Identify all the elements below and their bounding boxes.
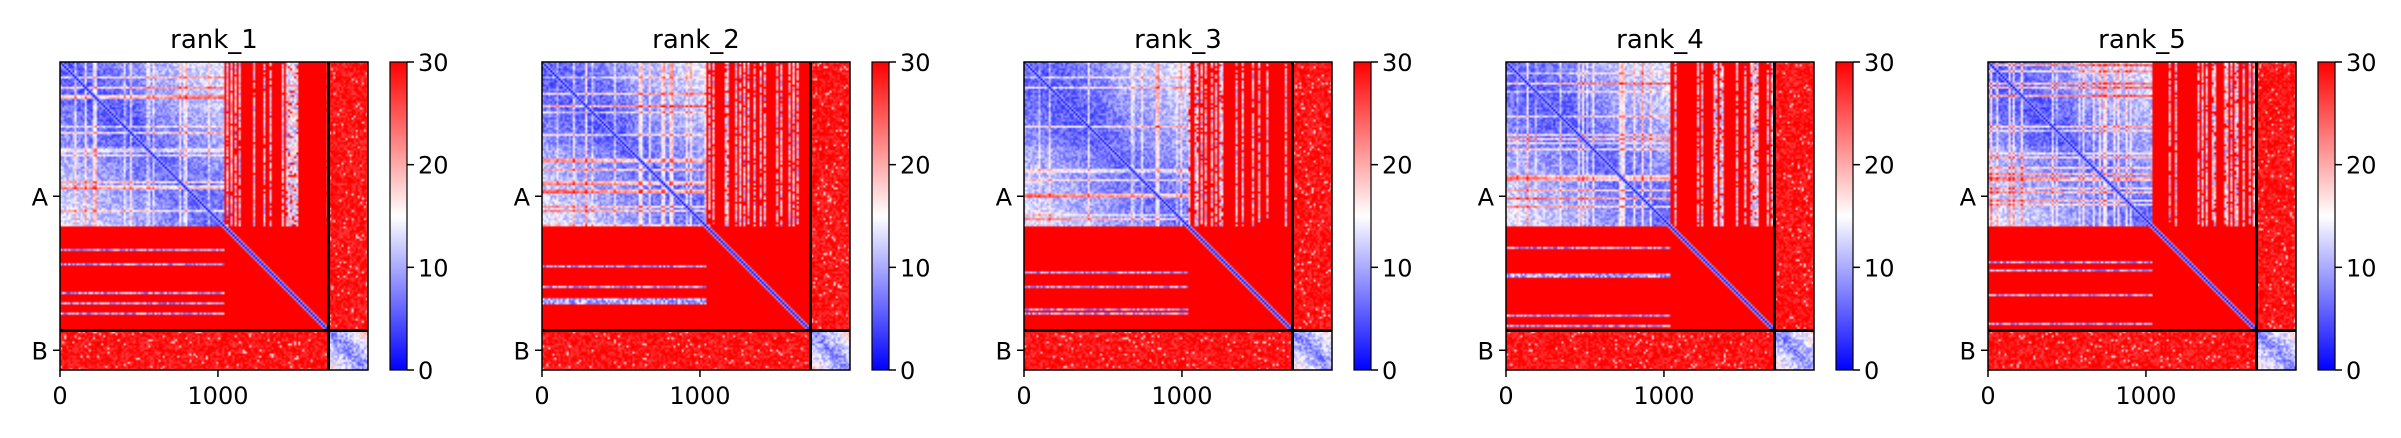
chain-label-a: A: [1478, 183, 1495, 211]
x-tick-label: 0: [1016, 382, 1031, 410]
colorbar-tick-label: 20: [418, 152, 449, 180]
chain-label-b: B: [996, 337, 1012, 365]
pae-heatmap: [1988, 62, 2296, 370]
colorbar: [2317, 61, 2336, 371]
colorbar-tick-label: 10: [418, 254, 449, 282]
x-tick-label: 0: [1498, 382, 1513, 410]
colorbar-tick-label: 10: [1864, 254, 1895, 282]
pae-heatmap: [60, 62, 368, 370]
chain-label-a: A: [996, 183, 1013, 211]
colorbar-tick-label: 0: [1864, 357, 1879, 385]
colorbar: [871, 61, 890, 371]
chain-label-b: B: [1960, 337, 1976, 365]
colorbar-tick-label: 10: [2346, 254, 2377, 282]
colorbar-tick-label: 10: [1382, 254, 1413, 282]
colorbar-tick-label: 20: [1382, 152, 1413, 180]
heatmap-frame: [541, 61, 851, 371]
x-tick-label: 1000: [1151, 382, 1212, 410]
panel-title: rank_5: [2098, 25, 2186, 55]
colorbar-tick-label: 30: [418, 49, 449, 77]
colorbar-tick-label: 0: [418, 357, 433, 385]
pae-heatmap: [1024, 62, 1332, 370]
colorbar-tick-label: 20: [2346, 152, 2377, 180]
chain-label-a: A: [1960, 183, 1977, 211]
x-tick-label: 0: [534, 382, 549, 410]
colorbar-tick-label: 30: [1382, 49, 1413, 77]
x-tick-label: 1000: [187, 382, 248, 410]
panel-title: rank_3: [1134, 25, 1222, 55]
colorbar-tick-label: 30: [1864, 49, 1895, 77]
pae-heatmap: [1506, 62, 1814, 370]
panel-title: rank_4: [1616, 25, 1704, 55]
x-tick-label: 1000: [2115, 382, 2176, 410]
chain-label-a: A: [514, 183, 531, 211]
colorbar-tick-label: 20: [900, 152, 931, 180]
colorbar-tick-label: 30: [2346, 49, 2377, 77]
x-tick-label: 0: [1980, 382, 1995, 410]
x-tick-label: 1000: [1633, 382, 1694, 410]
colorbar: [389, 61, 408, 371]
heatmap-frame: [1505, 61, 1815, 371]
colorbar-tick-label: 20: [1864, 152, 1895, 180]
heatmap-frame: [59, 61, 369, 371]
chain-label-a: A: [32, 183, 49, 211]
heatmap-frame: [1023, 61, 1333, 371]
chain-label-b: B: [1478, 337, 1494, 365]
x-tick-label: 1000: [669, 382, 730, 410]
panel-title: rank_1: [170, 25, 258, 55]
chain-label-b: B: [514, 337, 530, 365]
colorbar: [1353, 61, 1372, 371]
heatmap-frame: [1987, 61, 2297, 371]
colorbar: [1835, 61, 1854, 371]
x-tick-label: 0: [52, 382, 67, 410]
colorbar-tick-label: 0: [900, 357, 915, 385]
colorbar-tick-label: 30: [900, 49, 931, 77]
colorbar-tick-label: 0: [1382, 357, 1397, 385]
chain-label-b: B: [32, 337, 48, 365]
panel-title: rank_2: [652, 25, 740, 55]
colorbar-tick-label: 0: [2346, 357, 2361, 385]
pae-heatmap: [542, 62, 850, 370]
colorbar-tick-label: 10: [900, 254, 931, 282]
